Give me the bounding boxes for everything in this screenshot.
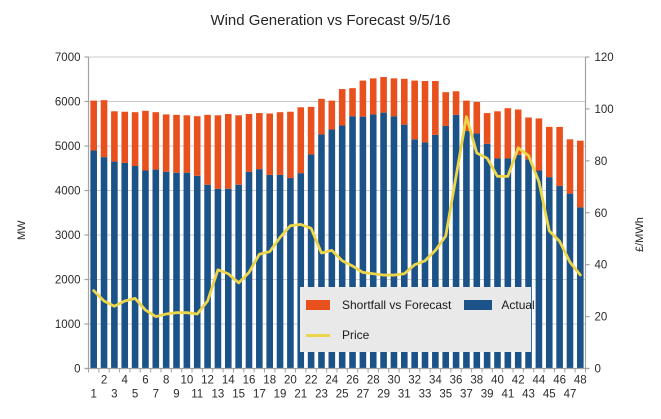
svg-text:80: 80 [595, 156, 608, 168]
svg-text:46: 46 [553, 375, 566, 387]
legend-label-price: Price [342, 328, 370, 342]
svg-text:41: 41 [501, 389, 514, 401]
svg-text:20: 20 [595, 312, 608, 324]
svg-text:11: 11 [191, 389, 203, 401]
svg-text:29: 29 [377, 389, 390, 401]
svg-text:2: 2 [101, 375, 107, 387]
svg-text:0: 0 [595, 364, 601, 376]
svg-text:25: 25 [336, 389, 349, 401]
legend-row-bars: Shortfall vs Forecast Actual [306, 298, 535, 312]
chart-title: Wind Generation vs Forecast 9/5/16 [210, 12, 451, 29]
svg-text:43: 43 [522, 389, 535, 401]
legend-label-actual: Actual [501, 298, 535, 312]
svg-text:7: 7 [153, 389, 159, 401]
svg-text:38: 38 [470, 375, 483, 387]
svg-text:27: 27 [356, 389, 369, 401]
svg-text:120: 120 [595, 52, 614, 64]
svg-text:35: 35 [439, 389, 452, 401]
svg-text:3000: 3000 [55, 230, 81, 242]
svg-text:4000: 4000 [55, 186, 81, 198]
svg-text:19: 19 [274, 389, 287, 401]
svg-text:10: 10 [180, 375, 193, 387]
svg-text:7000: 7000 [55, 52, 81, 64]
svg-text:40: 40 [595, 260, 608, 272]
y-axis-left-title: MW [16, 220, 28, 240]
svg-text:26: 26 [346, 375, 359, 387]
svg-text:16: 16 [243, 375, 256, 387]
svg-text:100: 100 [595, 104, 614, 116]
svg-text:4: 4 [122, 375, 129, 387]
svg-text:3: 3 [111, 389, 117, 401]
svg-text:28: 28 [367, 375, 380, 387]
svg-text:60: 60 [595, 208, 608, 220]
svg-text:36: 36 [450, 375, 463, 387]
svg-text:30: 30 [388, 375, 401, 387]
legend-swatch-price [306, 333, 330, 337]
svg-text:48: 48 [574, 375, 587, 387]
svg-text:31: 31 [398, 389, 411, 401]
svg-text:5: 5 [132, 389, 138, 401]
svg-text:1000: 1000 [55, 319, 81, 331]
svg-text:33: 33 [419, 389, 432, 401]
y-axis-right-title: £/MWh [634, 217, 646, 252]
svg-text:32: 32 [408, 375, 421, 387]
svg-text:18: 18 [263, 375, 276, 387]
svg-text:37: 37 [460, 389, 473, 401]
svg-text:14: 14 [222, 375, 235, 387]
svg-text:24: 24 [325, 375, 338, 387]
svg-text:34: 34 [429, 375, 442, 387]
legend: Shortfall vs Forecast Actual Price [300, 287, 535, 352]
svg-text:21: 21 [294, 389, 307, 401]
svg-text:6000: 6000 [55, 97, 81, 109]
svg-text:17: 17 [253, 389, 266, 401]
svg-text:1: 1 [90, 389, 96, 401]
svg-text:44: 44 [533, 375, 546, 387]
svg-text:13: 13 [212, 389, 225, 401]
svg-text:12: 12 [201, 375, 214, 387]
legend-swatch-actual [464, 300, 493, 310]
svg-text:40: 40 [491, 375, 504, 387]
svg-text:9: 9 [173, 389, 179, 401]
svg-text:8: 8 [163, 375, 169, 387]
svg-text:6: 6 [142, 375, 148, 387]
svg-text:15: 15 [232, 389, 245, 401]
svg-text:42: 42 [512, 375, 525, 387]
svg-text:23: 23 [315, 389, 328, 401]
legend-swatch-shortfall [306, 300, 330, 310]
svg-text:2000: 2000 [55, 275, 81, 287]
svg-text:39: 39 [481, 389, 494, 401]
svg-text:47: 47 [564, 389, 577, 401]
legend-label-shortfall: Shortfall vs Forecast [342, 298, 452, 312]
legend-row-price: Price [306, 328, 527, 342]
svg-text:45: 45 [543, 389, 556, 401]
svg-text:22: 22 [305, 375, 318, 387]
svg-text:20: 20 [284, 375, 297, 387]
svg-text:5000: 5000 [55, 141, 81, 153]
svg-text:0: 0 [74, 364, 80, 376]
